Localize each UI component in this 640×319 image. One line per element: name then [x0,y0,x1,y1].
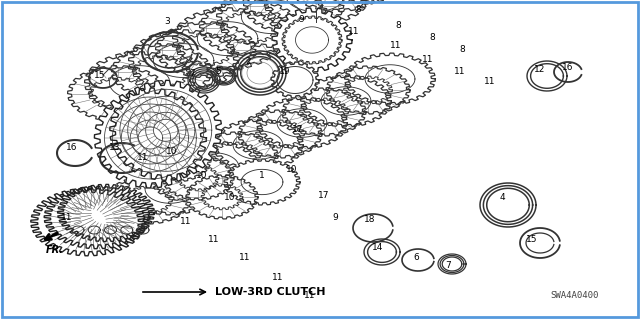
Polygon shape [111,44,212,100]
Polygon shape [271,62,319,98]
Text: 15: 15 [94,70,106,79]
Polygon shape [68,66,168,122]
Text: 9: 9 [298,16,304,25]
Text: 7: 7 [189,70,195,78]
Polygon shape [305,0,415,4]
Polygon shape [194,132,278,180]
Polygon shape [106,176,190,224]
Text: 11: 11 [304,291,316,300]
Polygon shape [95,88,206,188]
Polygon shape [129,30,239,92]
Text: 11: 11 [180,218,192,226]
Text: 9: 9 [332,213,338,222]
Text: 8: 8 [355,5,361,14]
Polygon shape [58,184,154,241]
Text: 4: 4 [499,194,505,203]
Text: 11: 11 [390,41,402,50]
Text: SWA4A0400: SWA4A0400 [551,291,599,300]
Polygon shape [84,52,195,113]
Text: 11: 11 [484,78,496,86]
Text: 11: 11 [137,153,148,162]
Polygon shape [200,0,300,56]
Polygon shape [139,138,211,182]
Polygon shape [326,66,410,114]
Text: LOW-3RD CLUTCH: LOW-3RD CLUTCH [215,287,326,297]
Text: 7: 7 [445,261,451,270]
Text: 5: 5 [215,66,221,76]
Polygon shape [110,80,222,180]
Text: 8: 8 [459,46,465,55]
Polygon shape [257,97,348,149]
Polygon shape [186,175,258,219]
Polygon shape [272,8,352,72]
Text: 11: 11 [208,235,220,244]
Polygon shape [216,0,326,48]
Text: 1: 1 [259,170,265,180]
Text: 2: 2 [245,57,251,66]
Polygon shape [156,22,255,78]
Text: 6: 6 [413,254,419,263]
Polygon shape [125,163,215,215]
Polygon shape [173,8,283,70]
Text: 11: 11 [272,273,284,283]
Polygon shape [301,75,392,127]
Text: 19: 19 [279,68,291,77]
Text: 8: 8 [429,33,435,42]
Polygon shape [244,0,344,33]
Text: 12: 12 [534,65,546,75]
Text: 8: 8 [395,20,401,29]
Polygon shape [282,16,342,64]
Polygon shape [212,119,303,171]
Text: 3: 3 [164,18,170,26]
Text: 11: 11 [454,68,466,77]
Polygon shape [44,186,150,249]
Text: 11: 11 [422,56,434,64]
Text: 10: 10 [196,170,208,180]
Text: 10: 10 [224,192,236,202]
Polygon shape [282,88,366,136]
Text: 11: 11 [239,254,251,263]
Polygon shape [169,141,259,193]
Polygon shape [260,0,371,26]
Text: 18: 18 [364,216,376,225]
Polygon shape [162,156,234,200]
Polygon shape [31,188,145,256]
Polygon shape [344,53,435,105]
Text: 14: 14 [372,243,384,253]
Text: 10: 10 [286,166,298,174]
Text: 13: 13 [109,144,121,152]
Text: 15: 15 [526,235,538,244]
Polygon shape [287,0,388,11]
Polygon shape [224,159,300,205]
Text: 10: 10 [166,147,178,157]
Text: 16: 16 [67,144,77,152]
Text: 17: 17 [318,190,330,199]
Text: FR.: FR. [46,245,64,255]
Polygon shape [150,154,234,202]
Text: 11: 11 [61,213,73,222]
Text: 17: 17 [292,125,304,135]
Text: 16: 16 [563,63,573,72]
Text: 11: 11 [348,27,360,36]
Polygon shape [238,110,322,158]
